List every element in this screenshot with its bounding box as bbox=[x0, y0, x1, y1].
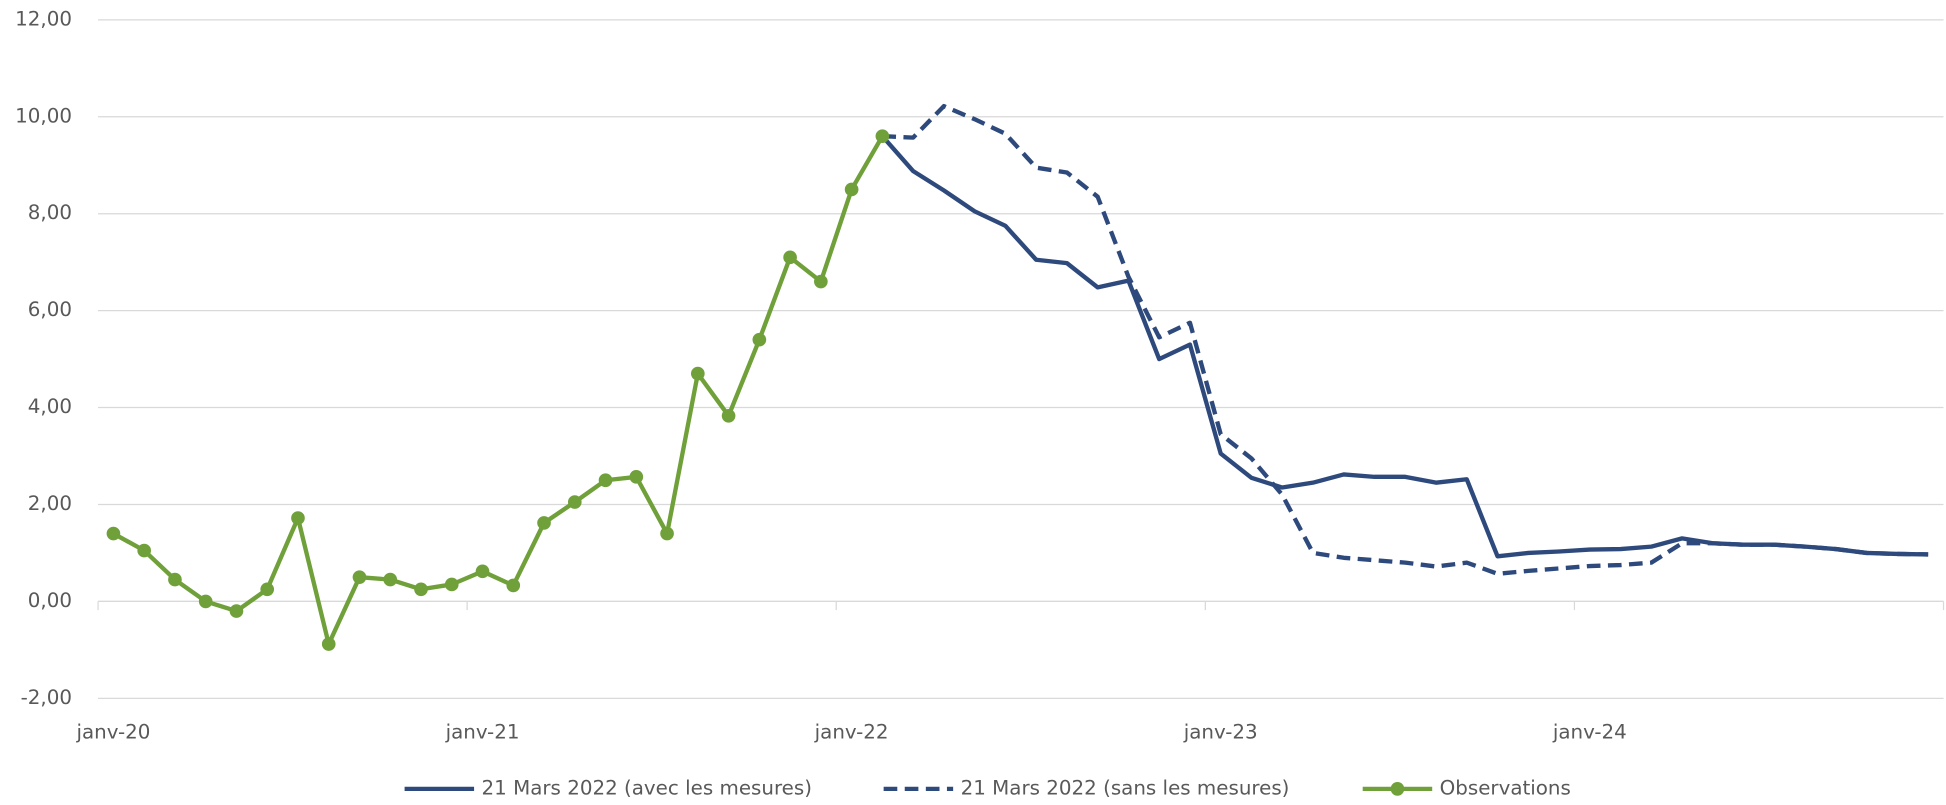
y-tick-label: 12,00 bbox=[15, 7, 72, 30]
data-point bbox=[137, 543, 152, 558]
y-tick-label: 2,00 bbox=[28, 492, 72, 515]
data-point bbox=[721, 408, 736, 423]
x-tick-label: janv-23 bbox=[1183, 721, 1258, 744]
x-tick-label: janv-21 bbox=[445, 721, 520, 744]
y-tick-label: 10,00 bbox=[15, 104, 72, 127]
data-point bbox=[783, 250, 797, 265]
data-point bbox=[844, 182, 859, 197]
data-point bbox=[383, 572, 398, 587]
data-point bbox=[629, 470, 644, 484]
data-point bbox=[598, 473, 613, 488]
y-tick-label: 8,00 bbox=[28, 201, 72, 224]
y-tick-label: 4,00 bbox=[28, 395, 72, 418]
legend-label: 21 Mars 2022 (sans les mesures) bbox=[961, 776, 1290, 799]
data-point bbox=[168, 572, 182, 587]
data-point bbox=[414, 582, 428, 597]
data-point bbox=[814, 274, 828, 289]
data-point bbox=[260, 582, 275, 597]
data-point bbox=[752, 332, 767, 347]
data-point bbox=[875, 129, 890, 143]
data-point bbox=[291, 511, 305, 525]
x-tick-label: janv-22 bbox=[814, 721, 889, 744]
data-point bbox=[198, 594, 213, 609]
data-point bbox=[537, 516, 551, 530]
y-tick-label: 0,00 bbox=[28, 589, 72, 612]
data-point bbox=[506, 578, 521, 593]
data-point bbox=[690, 366, 705, 381]
series-line bbox=[882, 103, 1929, 576]
y-tick-label: -2,00 bbox=[21, 686, 72, 709]
data-point bbox=[444, 577, 459, 592]
legend-marker bbox=[1390, 782, 1405, 796]
data-point bbox=[567, 495, 582, 509]
data-point bbox=[352, 570, 367, 584]
data-point bbox=[106, 526, 121, 541]
data-point bbox=[475, 564, 490, 579]
data-point bbox=[229, 604, 244, 618]
x-tick-label: janv-20 bbox=[75, 721, 150, 744]
series-line bbox=[112, 135, 885, 647]
x-tick-label: janv-24 bbox=[1552, 721, 1627, 744]
data-point bbox=[321, 637, 336, 651]
data-point bbox=[660, 526, 674, 541]
series-line bbox=[880, 134, 1929, 559]
y-tick-label: 6,00 bbox=[28, 298, 72, 321]
legend-label: Observations bbox=[1440, 776, 1571, 799]
legend-label: 21 Mars 2022 (avec les mesures) bbox=[482, 776, 812, 799]
